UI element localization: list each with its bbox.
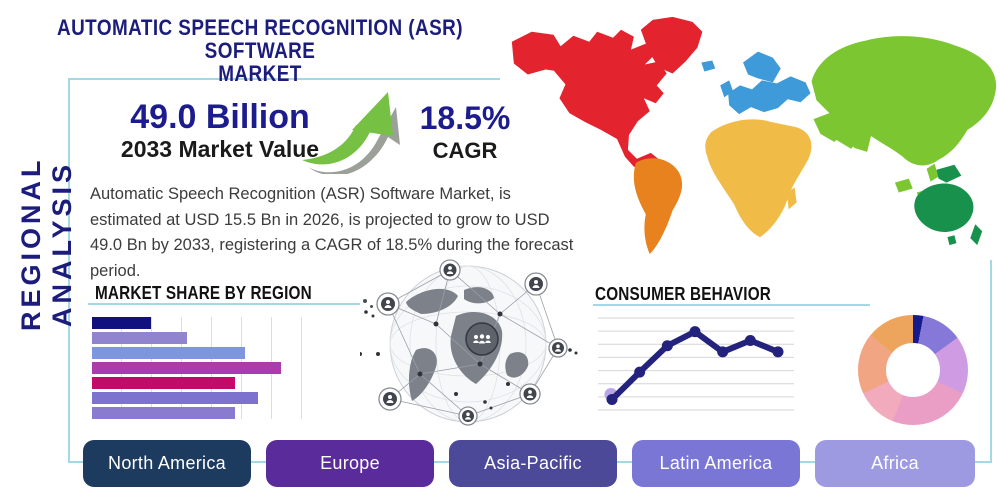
region-button-label: Africa (871, 453, 919, 473)
map-greenland (640, 16, 703, 74)
map-indonesia-1 (894, 178, 913, 193)
cagr-value: 18.5% (419, 100, 511, 136)
regional-analysis-vertical-label: REGIONAL ANALYSIS (16, 156, 77, 332)
region-button-asia-pacific[interactable]: Asia-Pacific (449, 440, 617, 487)
bar-segment-0 (92, 317, 151, 329)
map-australia (914, 183, 974, 232)
consumer-behavior-heading: CONSUMER BEHAVIOR (595, 284, 772, 304)
page-title-line1: AUTOMATIC SPEECH RECOGNITION (ASR) SOFTW… (56, 15, 464, 64)
market-value-label: 2033 Market Value (120, 136, 320, 162)
region-button-north-america[interactable]: North America (83, 440, 251, 487)
map-new-guinea (936, 164, 962, 183)
world-map (500, 2, 1000, 260)
world-map-svg (511, 16, 997, 255)
market-share-underline (88, 303, 360, 305)
page-title-line2: MARKET (218, 61, 302, 87)
bar-segment-1 (92, 332, 187, 344)
region-button-label: Europe (320, 453, 380, 473)
content-box-border-left (68, 78, 70, 463)
map-arabia (830, 114, 868, 149)
map-asia (811, 36, 997, 166)
consumer-behavior-underline (593, 304, 870, 306)
map-madagascar (786, 187, 797, 210)
growth-arrow-icon (296, 84, 401, 176)
region-button-latin-america[interactable]: Latin America (632, 440, 800, 487)
region-button-label: Asia-Pacific (484, 453, 582, 473)
globe-network-icon (358, 254, 578, 430)
consumer-behavior-line-chart (598, 317, 794, 411)
map-canada-us (548, 29, 667, 169)
map-africa (705, 119, 812, 238)
content-box-border-top (68, 78, 506, 80)
map-philippines (926, 163, 939, 182)
bar-segment-6 (92, 407, 235, 419)
region-button-africa[interactable]: Africa (815, 440, 975, 487)
cagr-label: CAGR (432, 138, 498, 163)
bar-segment-5 (92, 392, 258, 404)
map-north-america (511, 31, 562, 75)
page-title: AUTOMATIC SPEECH RECOGNITION (ASR) SOFTW… (36, 16, 483, 85)
globe-center-node (465, 322, 499, 356)
map-europe-mainland (728, 76, 811, 115)
market-value-2033: 49.0 Billion (130, 98, 310, 136)
bar-segment-2 (92, 347, 246, 359)
map-iceland (701, 60, 716, 72)
region-button-europe[interactable]: Europe (266, 440, 434, 487)
content-box-border-right (990, 137, 992, 463)
market-description: Automatic Speech Recognition (ASR) Softw… (90, 185, 574, 280)
map-south-america (633, 158, 683, 255)
bar-segment-4 (92, 377, 235, 389)
map-scandinavia (743, 51, 781, 83)
decor-dot (363, 299, 367, 303)
donut-hole (886, 343, 940, 397)
region-button-label: Latin America (659, 453, 773, 473)
bar-segment-3 (92, 362, 281, 374)
market-share-heading: MARKET SHARE BY REGION (95, 283, 312, 303)
region-button-label: North America (108, 453, 226, 473)
map-new-zealand (970, 224, 983, 246)
map-japan (944, 92, 962, 120)
map-tasmania (947, 235, 957, 246)
market-share-bar-chart (92, 317, 302, 419)
decor-dot (370, 305, 373, 308)
